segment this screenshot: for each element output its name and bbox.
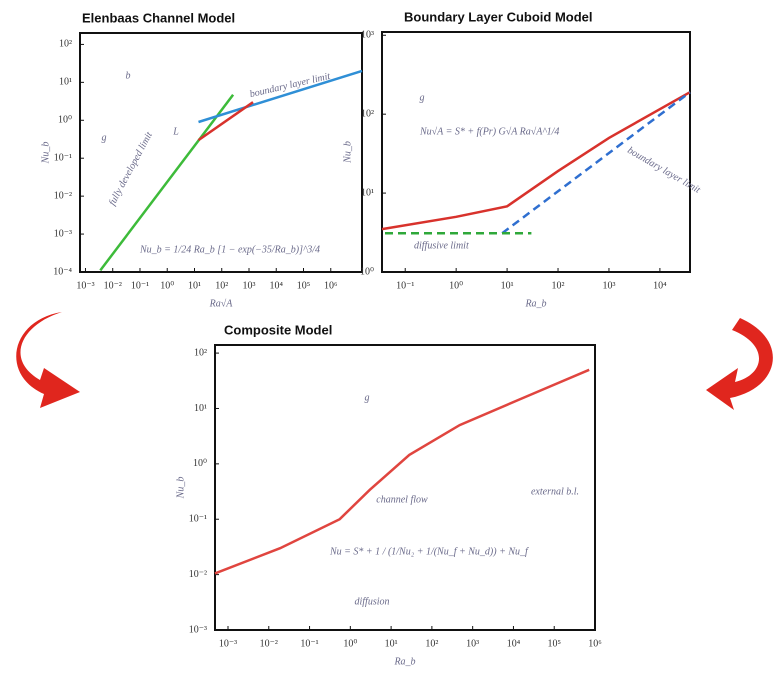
x-tick-label: 10⁻³ bbox=[76, 280, 94, 291]
x-axis-label: Ra√A bbox=[209, 298, 234, 309]
x-axis-label: Ra_b bbox=[524, 298, 546, 309]
x-tick-label: 10⁻³ bbox=[219, 638, 237, 649]
annotation: channel flow bbox=[376, 494, 428, 505]
chart-title: Boundary Layer Cuboid Model bbox=[404, 9, 593, 24]
x-tick-label: 10⁰ bbox=[343, 638, 357, 649]
x-tick-label: 10² bbox=[425, 638, 438, 649]
x-tick-label: 10⁵ bbox=[297, 280, 311, 291]
x-tick-label: 10² bbox=[552, 280, 565, 291]
formula: Nu = S* + 1 / (1/Nu₂ + 1/(Nu_f + Nu_d)) … bbox=[329, 546, 529, 557]
chart-title: Elenbaas Channel Model bbox=[82, 10, 235, 25]
y-tick-label: 10¹ bbox=[59, 77, 72, 88]
y-tick-label: 10¹ bbox=[361, 187, 374, 198]
y-axis-label: Nu_b bbox=[175, 477, 186, 500]
x-tick-label: 10⁻¹ bbox=[131, 280, 149, 291]
x-tick-label: 10⁰ bbox=[449, 280, 463, 291]
annotation: diffusion bbox=[354, 596, 389, 607]
x-tick-label: 10³ bbox=[242, 280, 255, 291]
figure: Elenbaas Channel Model 10⁻³ 10⁻² 10⁻¹ 10⁰ 10¹… bbox=[0, 0, 775, 679]
y-tick-label: 10⁻¹ bbox=[189, 514, 207, 525]
x-tick-label: 10¹ bbox=[188, 280, 201, 291]
x-tick-label: 10⁻¹ bbox=[300, 638, 318, 649]
chart-title: Composite Model bbox=[224, 322, 332, 337]
y-tick-label: 10⁻³ bbox=[54, 228, 72, 239]
annotation: L bbox=[172, 126, 179, 137]
annotation: b bbox=[126, 70, 131, 81]
x-tick-label: 10⁻² bbox=[260, 638, 278, 649]
annotation: external b.l. bbox=[531, 486, 579, 497]
y-tick-label: 10⁰ bbox=[360, 266, 374, 277]
y-tick-label: 10⁻¹ bbox=[54, 153, 72, 164]
x-axis-label: Ra_b bbox=[393, 656, 415, 667]
x-tick-label: 10¹ bbox=[385, 638, 398, 649]
y-tick-label: 10⁻² bbox=[54, 190, 72, 201]
plot-frame bbox=[80, 33, 362, 272]
y-axis-label: Nu_b bbox=[342, 141, 353, 164]
y-tick-label: 10⁻² bbox=[189, 569, 207, 580]
annotation: g bbox=[102, 132, 107, 143]
x-tick-label: 10⁶ bbox=[324, 280, 338, 291]
y-tick-label: 10¹ bbox=[194, 403, 207, 414]
y-axis-label: Nu_b bbox=[40, 142, 51, 165]
x-tick-label: 10⁻² bbox=[104, 280, 122, 291]
x-tick-label: 10⁴ bbox=[653, 280, 667, 291]
y-tick-label: 10⁰ bbox=[58, 115, 72, 126]
x-tick-label: 10² bbox=[215, 280, 228, 291]
x-tick-label: 10³ bbox=[602, 280, 615, 291]
x-tick-label: 10¹ bbox=[501, 280, 514, 291]
formula: Nu√A = S* + f(Pr) G√A Ra√A^1/4 bbox=[419, 126, 559, 137]
y-tick-label: 10⁰ bbox=[193, 458, 207, 469]
y-tick-label: 10⁻⁴ bbox=[53, 266, 72, 277]
x-tick-label: 10³ bbox=[466, 638, 479, 649]
line-label: diffusive limit bbox=[414, 240, 469, 251]
formula: Nu_b = 1/24 Ra_b [1 − exp(−35/Ra_b)]^3/4 bbox=[139, 244, 320, 255]
x-tick-label: 10⁵ bbox=[547, 638, 561, 649]
x-tick-label: 10⁰ bbox=[160, 280, 174, 291]
y-tick-label: 10² bbox=[361, 108, 374, 119]
annotation: g bbox=[365, 392, 370, 403]
y-tick-label: 10² bbox=[59, 39, 72, 50]
y-tick-label: 10⁻³ bbox=[189, 624, 207, 635]
x-tick-label: 10⁴ bbox=[270, 280, 284, 291]
x-tick-label: 10⁻¹ bbox=[396, 280, 414, 291]
y-tick-label: 10² bbox=[194, 347, 207, 358]
y-tick-label: 10³ bbox=[361, 30, 374, 41]
annotation: g bbox=[420, 92, 425, 103]
x-tick-label: 10⁶ bbox=[588, 638, 602, 649]
x-tick-label: 10⁴ bbox=[507, 638, 521, 649]
